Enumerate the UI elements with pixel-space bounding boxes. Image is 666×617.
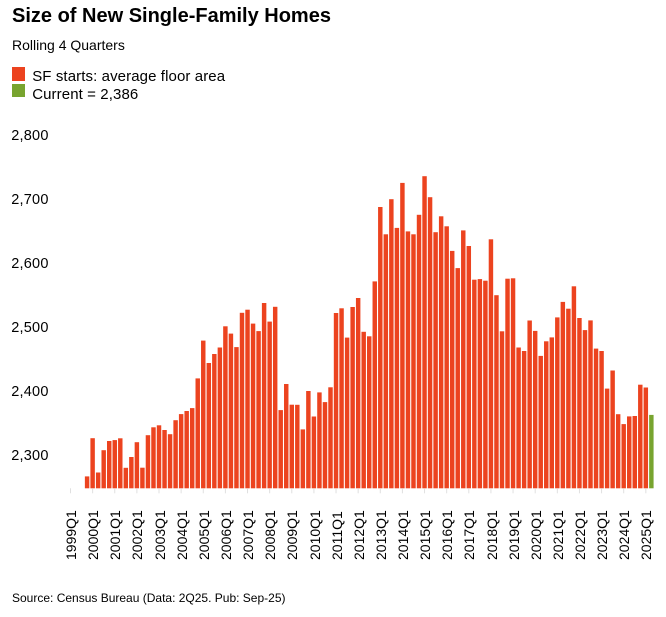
svg-text:2,400: 2,400 [11, 384, 48, 400]
svg-text:2,500: 2,500 [11, 320, 48, 336]
svg-text:2,800: 2,800 [11, 128, 48, 144]
svg-text:2,300: 2,300 [11, 448, 48, 464]
svg-text:2,700: 2,700 [11, 192, 48, 208]
svg-text:2,600: 2,600 [11, 256, 48, 272]
